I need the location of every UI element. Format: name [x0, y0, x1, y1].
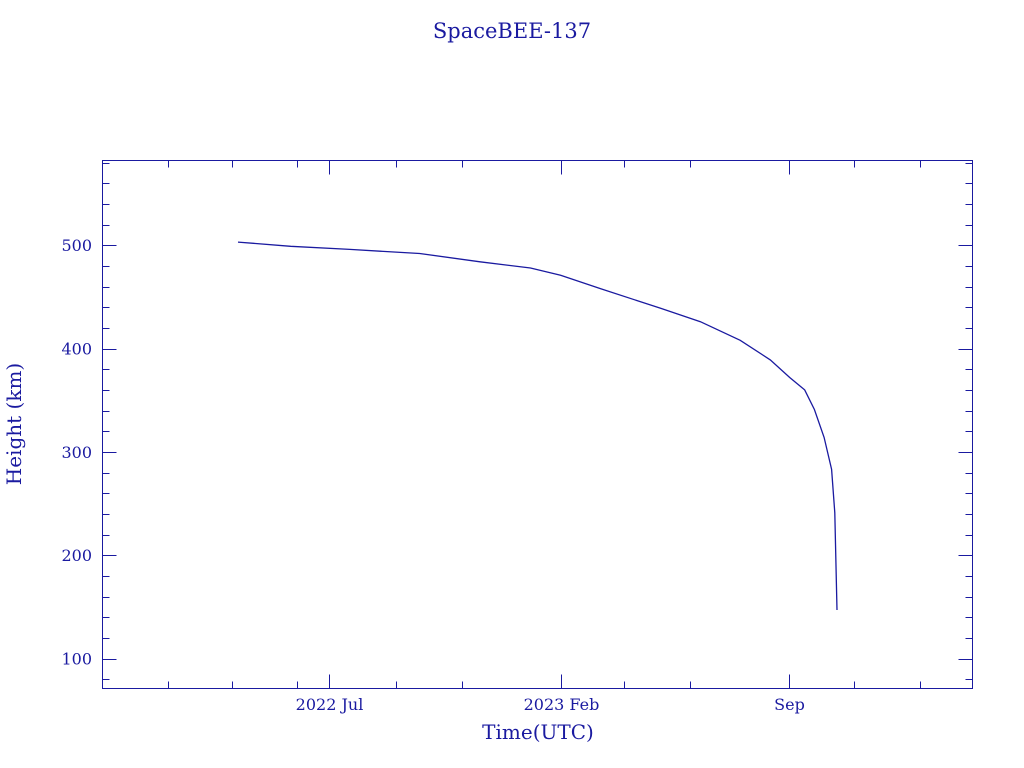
plot-frame — [102, 160, 973, 689]
x-tick-label: 2023 Feb — [524, 695, 600, 714]
chart-title: SpaceBEE-137 — [433, 19, 591, 43]
y-tick-label: 100 — [61, 650, 92, 669]
y-tick-label: 200 — [61, 546, 92, 565]
x-tick-labels: 2022 Jul 2023 Feb Sep — [296, 695, 805, 714]
y-axis-label: Height (km) — [2, 363, 26, 485]
height-series-line — [237, 241, 838, 611]
y-tick-label: 300 — [61, 443, 92, 462]
y-tick-label: 500 — [61, 236, 92, 255]
y-tick-label: 400 — [61, 340, 92, 359]
axis-ticks — [102, 160, 973, 689]
x-tick-label: Sep — [774, 695, 805, 714]
x-tick-label: 2022 Jul — [296, 695, 364, 714]
x-axis-label: Time(UTC) — [482, 720, 594, 744]
y-tick-labels: 100 200 300 400 500 — [61, 236, 92, 668]
